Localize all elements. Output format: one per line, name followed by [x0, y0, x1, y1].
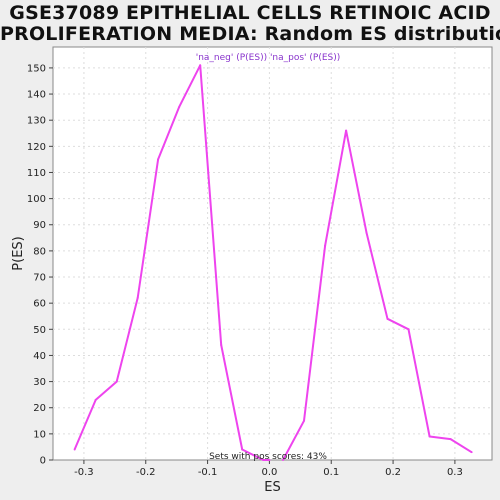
y-tick-label: 60 [33, 299, 46, 310]
y-tick-label: 20 [33, 403, 46, 414]
data-point [408, 328, 410, 330]
data-point [429, 435, 431, 437]
x-tick-label: -0.1 [198, 467, 218, 478]
data-point [157, 158, 159, 160]
y-tick-label: 150 [27, 63, 46, 74]
data-point [220, 344, 222, 346]
y-tick-label: 140 [27, 90, 46, 101]
y-axis-label: P(ES) [11, 236, 26, 270]
data-point [116, 381, 118, 383]
data-point [199, 64, 201, 66]
sets-with-pos-scores-annotation: Sets with pos scores: 43% [209, 452, 327, 462]
data-point [241, 449, 243, 451]
y-tick-label: 120 [27, 142, 46, 153]
data-point [345, 130, 347, 132]
data-point [74, 449, 76, 451]
x-tick-label: 0.0 [261, 467, 277, 478]
y-tick-label: 10 [33, 429, 46, 440]
y-tick-label: 80 [33, 246, 46, 257]
x-tick-label: 0.3 [447, 467, 463, 478]
x-tick-label: 0.1 [323, 467, 339, 478]
data-point [471, 451, 473, 453]
y-tick-label: 50 [33, 325, 46, 336]
x-axis-label: ES [264, 480, 280, 495]
plot-area [53, 47, 492, 460]
y-tick-label: 90 [33, 220, 46, 231]
y-tick-label: 110 [27, 168, 46, 179]
y-tick-label: 70 [33, 273, 46, 284]
y-tick-label: 100 [27, 194, 46, 205]
y-tick-label: 130 [27, 116, 46, 127]
data-point [450, 438, 452, 440]
legend-label: 'na_neg' (P(ES)) 'na_pos' (P(ES)) [196, 53, 341, 63]
data-point [137, 297, 139, 299]
x-tick-label: 0.2 [385, 467, 401, 478]
x-tick-label: -0.2 [136, 467, 156, 478]
data-point [95, 399, 97, 401]
x-tick-label: -0.3 [74, 467, 94, 478]
y-tick-label: 0 [40, 456, 46, 467]
data-point [365, 232, 367, 234]
data-point [178, 106, 180, 108]
y-tick-label: 30 [33, 377, 46, 388]
data-point [324, 245, 326, 247]
data-point [303, 420, 305, 422]
y-tick-label: 40 [33, 351, 46, 362]
data-point [387, 318, 389, 320]
